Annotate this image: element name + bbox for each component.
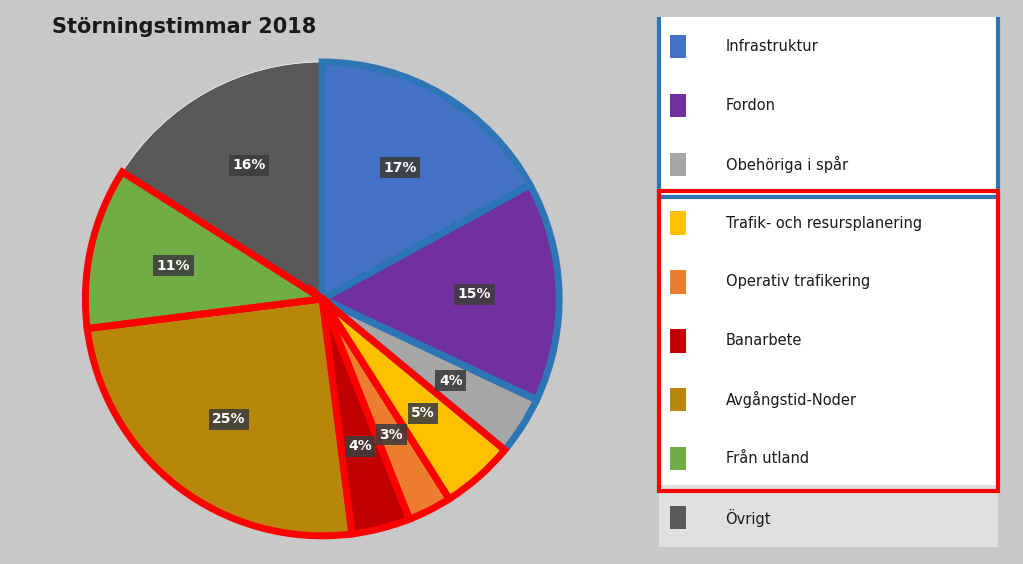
Wedge shape [322, 299, 537, 450]
FancyBboxPatch shape [669, 388, 685, 412]
Text: 3%: 3% [380, 428, 403, 442]
FancyBboxPatch shape [659, 14, 998, 197]
Text: Banarbete: Banarbete [725, 333, 802, 349]
Text: 17%: 17% [383, 161, 416, 175]
Text: Fordon: Fordon [725, 98, 775, 113]
Wedge shape [322, 299, 449, 519]
FancyBboxPatch shape [669, 447, 685, 470]
Wedge shape [322, 299, 409, 534]
Wedge shape [322, 299, 504, 499]
Wedge shape [87, 299, 352, 536]
FancyBboxPatch shape [669, 152, 685, 176]
Text: 5%: 5% [411, 406, 435, 420]
Text: Övrigt: Övrigt [725, 509, 771, 527]
Text: Trafik- och resursplanering: Trafik- och resursplanering [725, 215, 922, 231]
Text: 4%: 4% [439, 373, 462, 387]
Text: 15%: 15% [457, 287, 491, 301]
Text: Störningstimmar 2018: Störningstimmar 2018 [51, 17, 316, 37]
Text: Infrastruktur: Infrastruktur [725, 39, 818, 54]
FancyBboxPatch shape [669, 212, 685, 235]
FancyBboxPatch shape [669, 270, 685, 294]
Wedge shape [85, 172, 322, 329]
Text: 11%: 11% [157, 259, 190, 273]
Wedge shape [322, 62, 530, 299]
FancyBboxPatch shape [669, 35, 685, 58]
Text: Avgångstid-Noder: Avgångstid-Noder [725, 391, 856, 408]
Wedge shape [122, 62, 322, 299]
FancyBboxPatch shape [659, 191, 998, 491]
FancyBboxPatch shape [669, 329, 685, 352]
Text: 25%: 25% [212, 412, 246, 426]
Text: Obehöriga i spår: Obehöriga i spår [725, 156, 848, 173]
Text: Operativ trafikering: Operativ trafikering [725, 275, 870, 289]
FancyBboxPatch shape [669, 94, 685, 117]
Text: 16%: 16% [232, 158, 266, 173]
Text: Från utland: Från utland [725, 451, 808, 466]
FancyBboxPatch shape [659, 485, 998, 550]
FancyBboxPatch shape [669, 506, 685, 529]
Text: 4%: 4% [348, 439, 372, 453]
Wedge shape [322, 185, 560, 400]
